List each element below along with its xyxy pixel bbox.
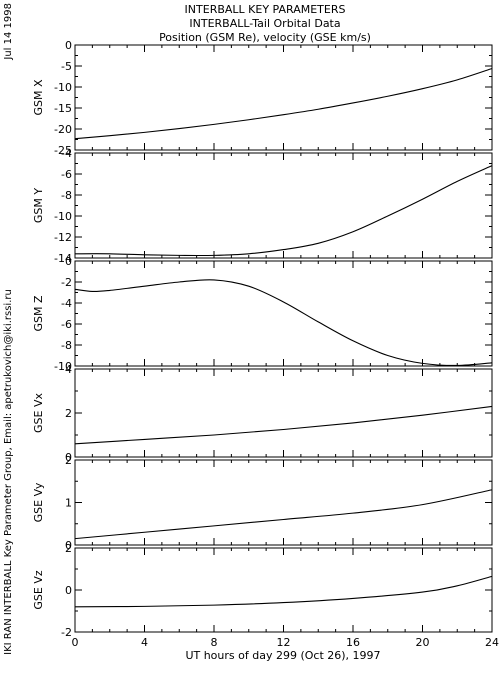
y-tick-label: -20 <box>54 123 72 136</box>
y-tick-label: -5 <box>61 60 72 73</box>
series-line <box>74 67 493 140</box>
panel-3: 0 -2 -4 -6 -8 -10 GSM Z <box>32 255 493 373</box>
y-tick-label: 0 <box>65 39 72 52</box>
y-tick-label: -10 <box>54 210 72 223</box>
side-credit-label: IKI RAN INTERBALL Key Parameter Group, E… <box>3 289 14 655</box>
y-tick-label: -2 <box>61 276 72 289</box>
y-tick-label: -6 <box>61 318 72 331</box>
y-tick-label: -4 <box>61 147 72 160</box>
panel-frame <box>74 459 493 546</box>
x-axis-label: UT hours of day 299 (Oct 26), 1997 <box>185 649 380 662</box>
y-tick-label: -12 <box>54 231 72 244</box>
y-tick-label: -10 <box>54 81 72 94</box>
x-tick-label: 24 <box>485 636 499 649</box>
panel-frame <box>74 368 493 458</box>
y-axis-label: GSE Vz <box>32 570 45 609</box>
x-tick-label: 8 <box>211 636 218 649</box>
y-tick-label: 2 <box>65 454 72 467</box>
y-tick-label: 0 <box>65 451 72 464</box>
y-tick-label: 2 <box>65 542 72 555</box>
panel-frame <box>74 260 493 367</box>
panel-5: 0 1 2 GSE Vy <box>32 454 493 552</box>
panel-frame <box>74 547 493 633</box>
chart-subtitle2: Position (GSM Re), velocity (GSE km/s) <box>159 31 371 44</box>
panel-1: 0 -5 -10 -15 -20 -25 GSM X <box>32 39 493 157</box>
y-tick-label: 0 <box>65 584 72 597</box>
y-tick-label: 4 <box>65 363 72 376</box>
y-axis-label: GSE Vy <box>32 482 45 522</box>
x-tick-label: 4 <box>141 636 148 649</box>
panel-2: -4 -6 -8 -10 -12 -14 GSM Y <box>32 147 493 265</box>
x-tick-label: 16 <box>346 636 360 649</box>
chart-subtitle: INTERBALL-Tail Orbital Data <box>189 17 340 30</box>
panel-frame <box>74 152 493 259</box>
y-tick-label: -8 <box>61 339 72 352</box>
side-date-label: Jul 14 1998 <box>3 3 14 61</box>
y-tick-label: 2 <box>65 407 72 420</box>
y-tick-label: -2 <box>61 626 72 639</box>
y-axis-label: GSM X <box>32 79 45 115</box>
y-axis-label: GSE Vx <box>32 393 45 433</box>
y-tick-label: -10 <box>54 360 72 373</box>
chart-title: INTERBALL KEY PARAMETERS <box>185 3 346 16</box>
y-tick-label: -15 <box>54 102 72 115</box>
y-axis-label: GSM Y <box>32 188 45 223</box>
y-tick-label: -6 <box>61 168 72 181</box>
y-tick-label: -14 <box>54 252 72 265</box>
panel-frame <box>74 44 493 151</box>
series-line <box>74 279 493 367</box>
y-tick-label: -8 <box>61 189 72 202</box>
series-line <box>74 575 493 608</box>
x-tick-label: 0 <box>72 636 79 649</box>
y-tick-label: -25 <box>54 144 72 157</box>
y-tick-label: -4 <box>61 297 72 310</box>
y-tick-label: 0 <box>65 539 72 552</box>
y-axis-label: GSM Z <box>32 295 45 331</box>
series-line <box>74 405 493 445</box>
series-line <box>74 165 493 257</box>
x-tick-label: 12 <box>277 636 291 649</box>
y-tick-label: 0 <box>65 255 72 268</box>
series-line <box>74 489 493 540</box>
x-tick-label: 20 <box>416 636 430 649</box>
y-tick-label: 1 <box>65 497 72 510</box>
